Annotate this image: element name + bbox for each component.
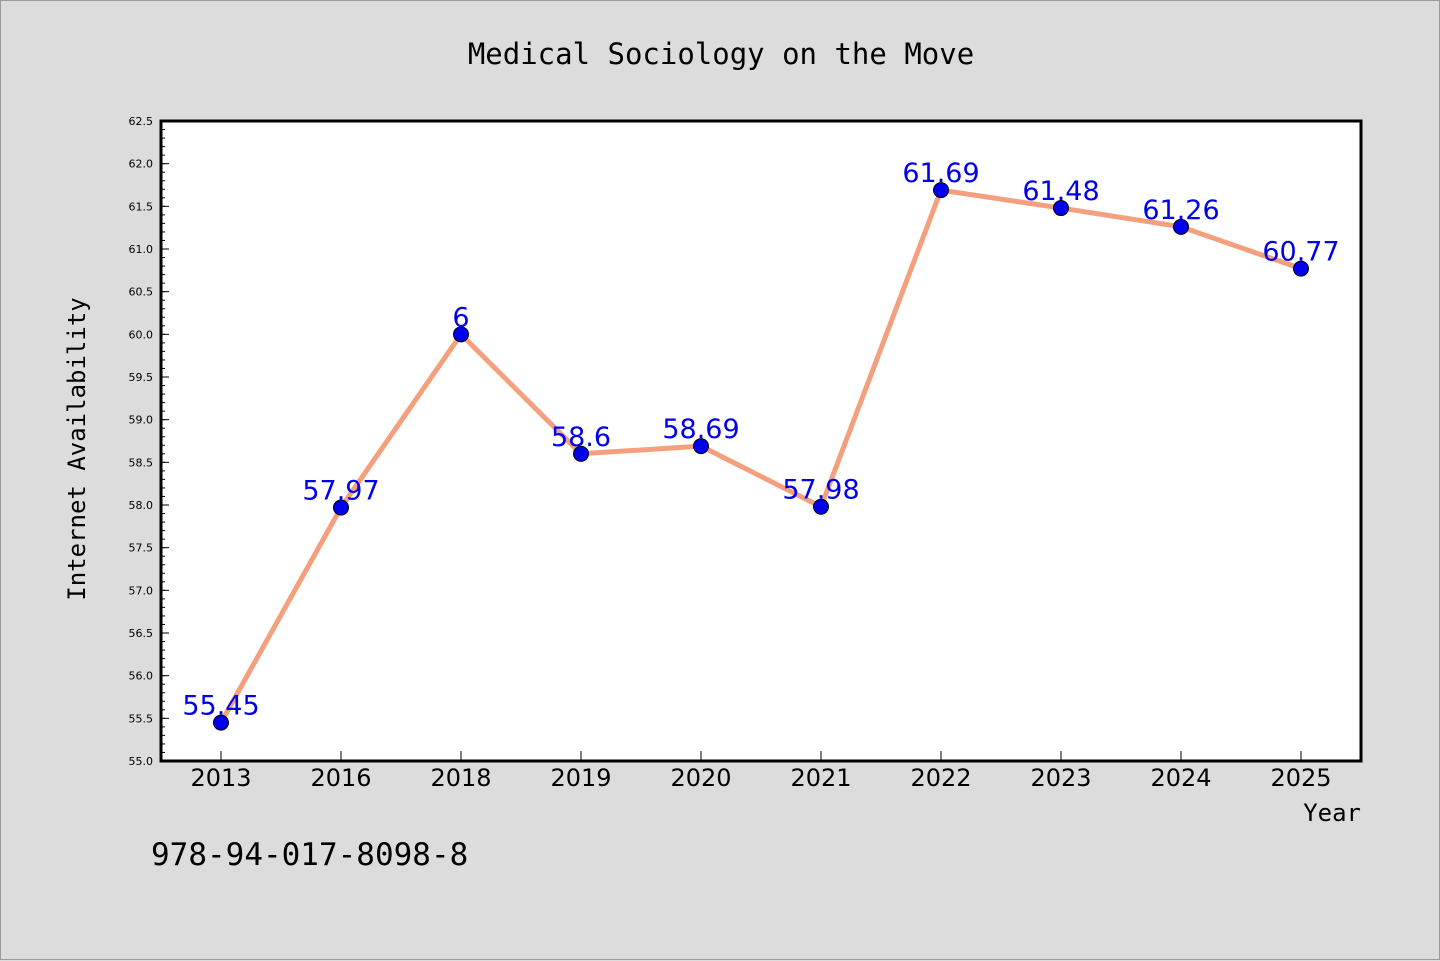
data-label: 6 xyxy=(452,302,469,333)
y-tick-label: 56.5 xyxy=(129,627,154,640)
y-tick-label: 60.5 xyxy=(129,286,154,299)
x-tick-label: 2024 xyxy=(1150,764,1211,792)
data-point xyxy=(1053,200,1069,217)
x-tick-label: 2021 xyxy=(790,764,851,792)
y-tick-label: 62.0 xyxy=(129,158,154,171)
data-point xyxy=(813,498,829,515)
data-point xyxy=(573,445,589,462)
isbn-text: 978-94-017-8098-8 xyxy=(151,837,468,873)
x-axis: 2013 2016 2018 2019 2020 2021 2022 2023 2024 2025 xyxy=(190,751,1332,792)
data-label: 60.77 xyxy=(1262,237,1339,268)
y-axis-label: Internet Availability xyxy=(63,297,91,600)
data-point xyxy=(693,438,709,455)
data-point xyxy=(1173,218,1189,235)
data-label: 61.48 xyxy=(1022,176,1099,207)
data-label: 58.69 xyxy=(662,414,739,445)
chart-title: Medical Sociology on the Move xyxy=(468,37,974,71)
x-tick-label: 2018 xyxy=(430,764,491,792)
y-tick-label: 55.5 xyxy=(129,712,154,725)
y-axis: 55.0 55.5 56.0 56.5 57.0 57.5 58.0 58.5 59.0 59.5… xyxy=(129,115,169,768)
y-tick-label: 57.0 xyxy=(129,584,154,597)
data-labels-group: 55.45 57.97 6 58.6 58.69 57.98 61.69 61.48 61.26… xyxy=(182,158,1339,721)
data-label: 55.45 xyxy=(182,691,259,722)
data-label: 57.97 xyxy=(302,476,379,507)
data-label: 61.69 xyxy=(902,158,979,189)
x-tick-label: 2019 xyxy=(550,764,611,792)
series-line-group xyxy=(218,187,1302,724)
data-label: 57.98 xyxy=(782,475,859,506)
y-tick-label: 59.0 xyxy=(129,414,154,427)
plot-area xyxy=(159,119,1363,763)
data-point xyxy=(213,714,229,731)
x-axis-label: Year xyxy=(1303,799,1361,827)
y-tick-label: 58.0 xyxy=(129,499,154,512)
data-point xyxy=(933,182,949,199)
y-tick-label: 57.5 xyxy=(129,542,154,555)
data-point xyxy=(1293,260,1309,277)
x-tick-label: 2020 xyxy=(670,764,731,792)
x-tick-label: 2013 xyxy=(190,764,251,792)
y-tick-label: 58.5 xyxy=(129,456,154,469)
y-tick-label: 61.5 xyxy=(129,200,154,213)
x-tick-label: 2016 xyxy=(310,764,371,792)
y-tick-label: 55.0 xyxy=(129,755,154,768)
data-label: 58.6 xyxy=(551,422,611,453)
series-line xyxy=(218,187,1302,724)
y-tick-label: 62.5 xyxy=(129,115,154,128)
data-label: 61.26 xyxy=(1142,195,1219,226)
y-tick-label: 59.5 xyxy=(129,371,154,384)
x-tick-label: 2023 xyxy=(1030,764,1091,792)
data-point xyxy=(453,326,469,343)
data-point xyxy=(333,499,349,516)
x-tick-label: 2022 xyxy=(910,764,971,792)
y-tick-label: 61.0 xyxy=(129,243,154,256)
y-tick-label: 56.0 xyxy=(129,670,154,683)
y-tick-label: 60.0 xyxy=(129,328,154,341)
x-tick-label: 2025 xyxy=(1270,764,1331,792)
series-points-group xyxy=(213,182,1309,731)
